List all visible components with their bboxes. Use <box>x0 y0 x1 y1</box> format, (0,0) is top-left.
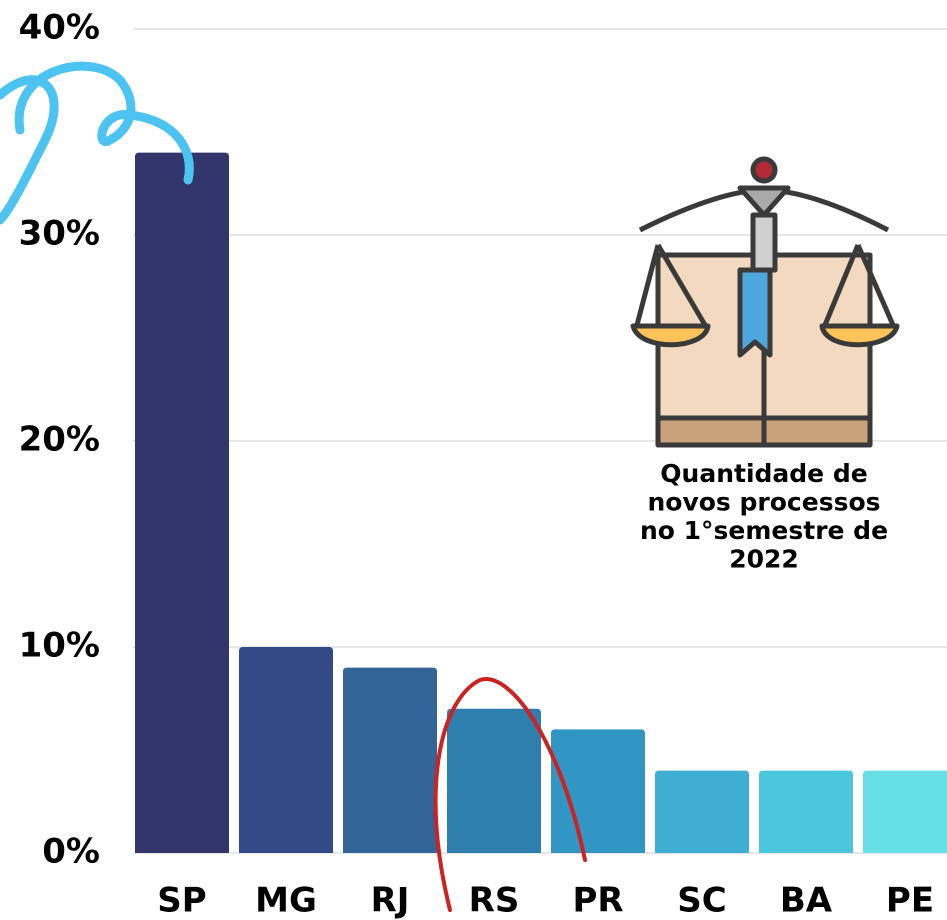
bar <box>759 770 853 853</box>
bar <box>655 770 749 853</box>
y-tick-label: 40% <box>19 8 100 48</box>
y-tick-label: 30% <box>19 214 100 254</box>
x-tick-label: SC <box>677 881 726 920</box>
bar <box>135 152 229 854</box>
annotation-line: novos processos <box>647 488 880 517</box>
annotation-line: Quantidade de <box>660 459 867 488</box>
x-tick-label: PE <box>886 881 934 920</box>
bar <box>239 647 333 853</box>
annotation-line: no 1°semestre de <box>640 516 888 545</box>
x-tick-label: RJ <box>371 881 410 920</box>
x-tick-label: MG <box>255 881 317 920</box>
circle-mark <box>433 677 587 912</box>
bar <box>343 667 437 853</box>
bar <box>863 770 947 853</box>
labels: 0% 10% 20% 30% 40% SP MG RJ RS PR SC BA PE <box>19 8 934 920</box>
justice-icon <box>630 156 900 448</box>
x-tick-label: BA <box>780 881 833 920</box>
squiggle <box>0 61 194 225</box>
y-tick-label: 20% <box>19 420 100 460</box>
y-tick-label: 0% <box>42 832 100 872</box>
bar <box>447 708 541 853</box>
x-tick-label: PR <box>572 881 623 920</box>
x-tick-label: SP <box>157 881 206 920</box>
y-tick-label: 10% <box>19 626 100 666</box>
annotation-line: 2022 <box>729 545 799 574</box>
bars <box>135 152 947 854</box>
x-tick-label: RS <box>469 881 520 920</box>
